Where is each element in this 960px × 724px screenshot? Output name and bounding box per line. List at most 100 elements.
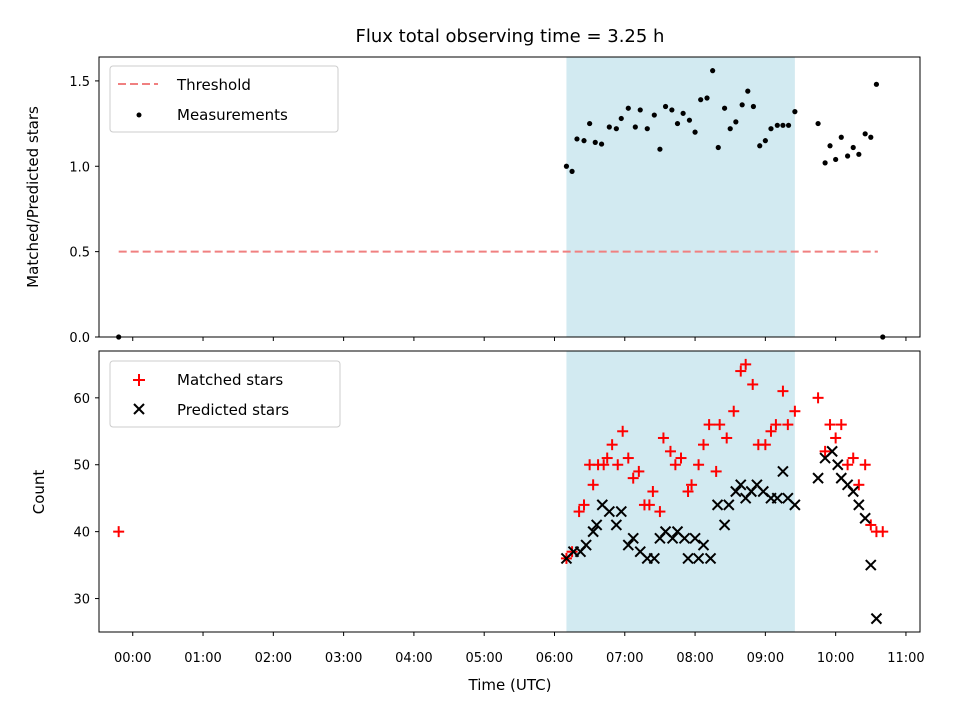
measurement-point (657, 146, 663, 152)
matched-point (865, 519, 877, 531)
measurement-point (613, 126, 619, 132)
predicted-points (560, 445, 883, 625)
matched-points (113, 358, 889, 564)
measurement-point (632, 124, 638, 130)
x-tick-label: 05:00 (465, 651, 502, 666)
predicted-point (692, 552, 705, 565)
x-tick-label: 09:00 (747, 651, 784, 666)
matched-point (627, 472, 639, 484)
top-legend-box (109, 65, 339, 133)
bottom-x-ticks: 00:00 01:00 02:00 03:00 04:00 05:00 06:00 07:00… (114, 632, 925, 666)
matched-point (759, 439, 771, 451)
predicted-point (771, 492, 784, 504)
matched-point (617, 425, 629, 437)
measurement-point (856, 151, 862, 157)
x-tick-label: 10:00 (817, 651, 854, 666)
legend-measurements-label: Measurements (177, 106, 288, 124)
predicted-point (590, 519, 603, 531)
bottom-y-tick-label: 40 (73, 526, 90, 541)
measurement-point (574, 136, 580, 142)
measurement-point (822, 160, 828, 166)
predicted-point (711, 499, 724, 511)
measurement-point (850, 144, 856, 151)
bottom-plot-frame (98, 350, 921, 633)
matched-point (782, 419, 794, 431)
predicted-point (603, 505, 616, 518)
measurement-point (598, 141, 605, 147)
matched-point (770, 419, 782, 431)
top-panel: 0.0 0.5 1.0 1.5 Matched/Predicted stars Thr… (24, 56, 921, 346)
measurement-point (625, 105, 631, 111)
matched-point (747, 378, 759, 390)
matched-point (735, 365, 747, 377)
predicted-point (853, 499, 865, 511)
measurement-point (750, 103, 757, 110)
matched-point (682, 486, 694, 497)
measurement-point (569, 168, 575, 174)
x-tick-label: 02:00 (255, 651, 292, 666)
predicted-point (580, 539, 592, 551)
legend-measurements-swatch (136, 112, 142, 118)
predicted-point (777, 465, 789, 478)
bottom-y-ticks: 30 40 50 60 (73, 392, 99, 608)
matched-point (573, 506, 585, 518)
top-y-tick-label: 0.5 (69, 246, 90, 261)
x-axis-label: Time (UTC) (468, 676, 552, 694)
measurement-point (862, 131, 868, 137)
matched-point (812, 392, 824, 404)
predicted-point (789, 499, 801, 511)
legend-predicted-swatch (133, 403, 145, 415)
matched-point (728, 405, 740, 417)
predicted-point (697, 539, 710, 551)
matched-point (714, 419, 726, 431)
measurement-point (873, 81, 880, 87)
matched-point (675, 452, 687, 464)
predicted-point (812, 472, 824, 484)
measurement-point (592, 139, 598, 145)
predicted-point (826, 445, 838, 458)
measurement-point (733, 119, 739, 125)
measurement-points (116, 68, 886, 340)
predicted-point (704, 552, 717, 565)
measurement-point (618, 115, 624, 122)
measurement-point (780, 122, 786, 128)
bottom-shaded-span (566, 351, 795, 632)
legend-predicted-label: Predicted stars (177, 401, 289, 419)
matched-point (643, 499, 655, 511)
matched-point (612, 459, 624, 471)
x-tick-label: 07:00 (606, 651, 643, 666)
top-y-tick-label: 0.0 (69, 331, 90, 346)
matched-point (669, 459, 681, 471)
top-y-ticks: 0.0 0.5 1.0 1.5 (69, 75, 99, 346)
matched-point (710, 465, 722, 477)
measurement-point (644, 126, 650, 132)
measurement-point (587, 120, 593, 127)
measurement-point (674, 120, 681, 127)
matched-point (859, 459, 871, 471)
matched-point (686, 479, 698, 491)
measurement-point (762, 138, 768, 144)
matched-point (698, 439, 710, 451)
matched-point (693, 459, 705, 471)
bottom-y-tick-label: 30 (73, 593, 90, 608)
matched-point (113, 526, 125, 538)
predicted-point (610, 519, 623, 531)
predicted-point (859, 512, 871, 524)
measurement-point (727, 126, 733, 132)
predicted-point (682, 552, 694, 565)
x-tick-label: 08:00 (676, 651, 713, 666)
measurement-point (698, 97, 704, 103)
matched-point (622, 452, 634, 464)
measurement-point (651, 112, 657, 118)
measurement-point (692, 129, 698, 135)
measurement-point (686, 117, 693, 123)
measurement-point (710, 68, 716, 74)
measurement-point (606, 124, 612, 130)
predicted-point (718, 519, 731, 531)
x-tick-label: 03:00 (325, 651, 362, 666)
matched-point (703, 419, 715, 431)
matched-point (835, 419, 847, 431)
measurement-point (868, 134, 874, 140)
measurement-point (768, 126, 774, 132)
